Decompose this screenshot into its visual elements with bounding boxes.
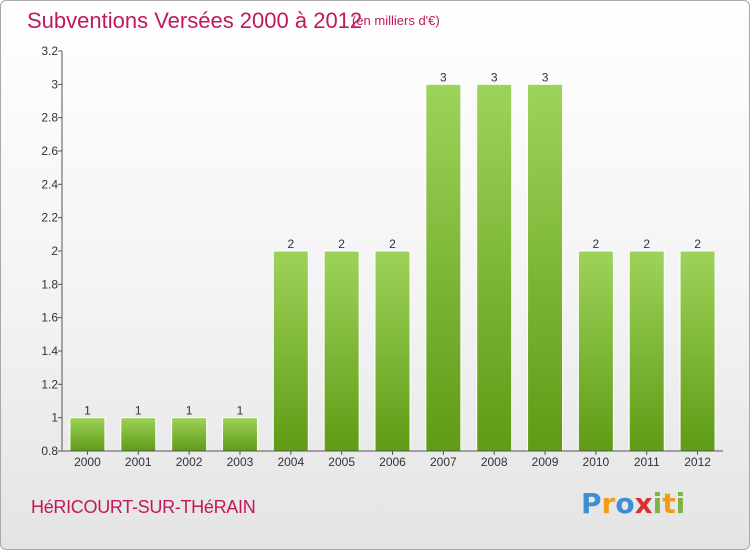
data-label: 3 [440, 70, 447, 84]
x-tick-label: 2000 [74, 455, 101, 469]
bar-2005 [323, 250, 360, 452]
chart-title: Subventions Versées 2000 à 2012 [27, 8, 363, 33]
x-tick-label: 2001 [125, 455, 152, 469]
commune-name: HéRICOURT-SUR-THéRAIN [31, 497, 256, 517]
x-tick-label: 2010 [583, 455, 610, 469]
x-tick-label: 2004 [277, 455, 304, 469]
bar-2007 [425, 83, 462, 452]
y-tick-label: 0.8 [41, 444, 58, 458]
y-tick-label: 3 [51, 77, 58, 91]
y-tick-label: 1.4 [41, 344, 58, 358]
x-tick-label: 2005 [328, 455, 355, 469]
x-tick-label: 2009 [532, 455, 559, 469]
data-label: 3 [491, 70, 498, 84]
data-label: 2 [643, 237, 650, 251]
bar-2001 [120, 417, 157, 452]
brand-letter: x [634, 487, 653, 520]
data-label: 1 [84, 404, 91, 418]
y-tick-label: 1.2 [41, 377, 58, 391]
y-tick-label: 3.2 [41, 44, 58, 58]
data-label: 2 [593, 237, 600, 251]
data-label: 2 [694, 237, 701, 251]
y-tick-label: 1.8 [41, 277, 58, 291]
y-tick-label: 2.4 [41, 177, 58, 191]
x-tick-label: 2011 [634, 455, 660, 469]
y-tick-label: 2.6 [41, 144, 58, 158]
bar-2006 [374, 250, 411, 452]
data-label: 3 [542, 70, 549, 84]
brand-letter: i [652, 487, 663, 520]
y-tick-label: 2.8 [41, 111, 58, 125]
bar-2000 [69, 417, 106, 452]
y-tick-label: 1 [51, 411, 58, 425]
bar-2008 [476, 83, 513, 452]
data-label: 1 [135, 404, 142, 418]
proxiti-logo: Proxiti [581, 487, 685, 520]
y-tick-label: 2.2 [41, 211, 58, 225]
bar-2004 [272, 250, 309, 452]
data-label: 2 [287, 237, 294, 251]
x-tick-label: 2007 [430, 455, 457, 469]
data-label: 1 [237, 404, 244, 418]
data-label: 1 [186, 404, 193, 418]
brand-letter: o [615, 487, 635, 520]
x-tick-label: 2008 [481, 455, 508, 469]
y-tick-label: 1.6 [41, 311, 58, 325]
brand-letter: t [662, 487, 676, 520]
y-tick-label: 2 [51, 244, 58, 258]
brand-letter: r [601, 487, 616, 520]
chart-subtitle: (en milliers d'€) [352, 13, 440, 28]
x-tick-label: 2003 [227, 455, 254, 469]
bar-2012 [679, 250, 716, 452]
data-label: 2 [338, 237, 345, 251]
brand-letter: P [581, 487, 602, 520]
x-tick-label: 2002 [176, 455, 203, 469]
data-label: 2 [389, 237, 396, 251]
bar-2010 [577, 250, 614, 452]
bar-2011 [628, 250, 665, 452]
bar-2002 [171, 417, 208, 452]
x-tick-label: 2012 [684, 455, 711, 469]
bar-2009 [527, 83, 564, 452]
bar-2003 [221, 417, 258, 452]
x-tick-label: 2006 [379, 455, 406, 469]
brand-letter: i [675, 487, 686, 520]
